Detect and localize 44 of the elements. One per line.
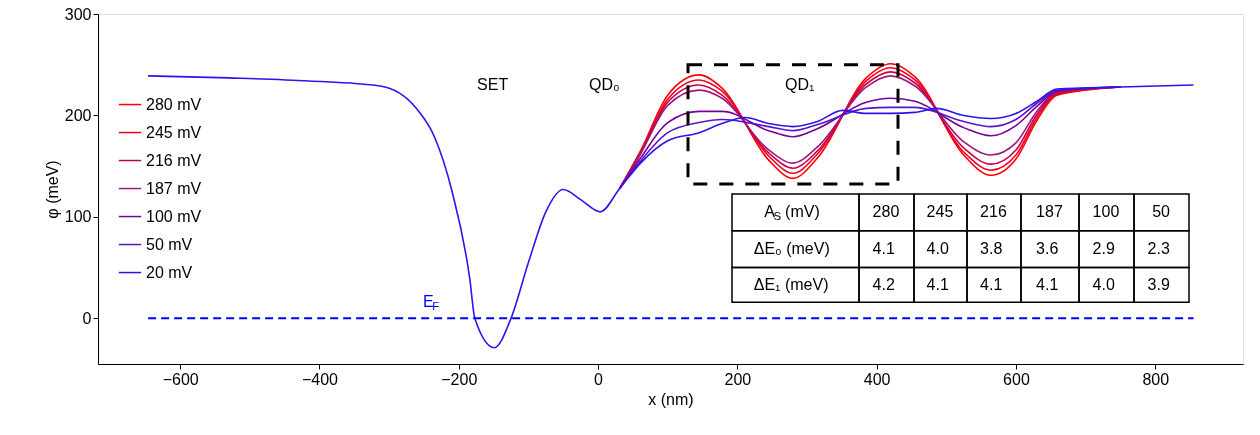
annotation: 2.3 [1147,240,1170,258]
annotation: 3.8 [980,240,1003,258]
x-tick-label: 400 [863,370,891,388]
annotation: 280 [872,203,900,221]
x-tick-label: 600 [1003,370,1030,388]
x-tick-label: −600 [162,370,199,388]
legend-label: 100 mV [146,207,202,225]
annotation: 4.1 [872,240,895,258]
legend-label: 280 mV [146,95,202,113]
y-tick-label: 100 [64,208,92,226]
legend-label: 50 mV [146,235,193,253]
legend-label: 216 mV [146,151,202,169]
x-axis-title: x (nm) [648,390,694,408]
annotation: 4.1 [926,275,949,293]
legend-label: 245 mV [146,123,202,141]
legend-label: 20 mV [146,263,193,281]
y-axis-title: φ (meV) [43,160,61,219]
annotation: QD₁ [785,75,815,93]
annotation: 4.0 [926,240,949,258]
x-tick-label: −400 [301,370,339,388]
annotation: 50 [1152,203,1171,221]
y-tick-label: 200 [64,106,92,124]
annotation: 216 [980,203,1007,221]
annotation: 245 [926,203,954,221]
annotation: 100 [1092,203,1120,221]
annotation: 3.6 [1036,240,1059,258]
annotation: 187 [1036,203,1063,221]
x-tick-label: 0 [594,370,604,388]
legend-label: 187 mV [146,179,202,197]
annotation: 4.2 [872,275,895,293]
x-tick-label: −200 [441,370,478,388]
annotation: ΔE₀ (meV) [753,240,830,258]
annotation: QD₀ [589,75,620,93]
x-tick-label: 200 [724,370,752,388]
annotation: 4.0 [1092,275,1115,293]
annotation: 4.1 [980,275,1003,293]
annotation: 4.1 [1036,275,1059,293]
annotation: ΔE₁ (meV) [753,275,829,293]
y-tick-label: 300 [64,5,92,23]
annotation: 2.9 [1092,240,1115,258]
annotation: 3.9 [1147,275,1170,293]
x-tick-label: 800 [1142,370,1170,388]
annotation: SET [477,75,509,93]
y-tick-label: 0 [82,309,92,327]
